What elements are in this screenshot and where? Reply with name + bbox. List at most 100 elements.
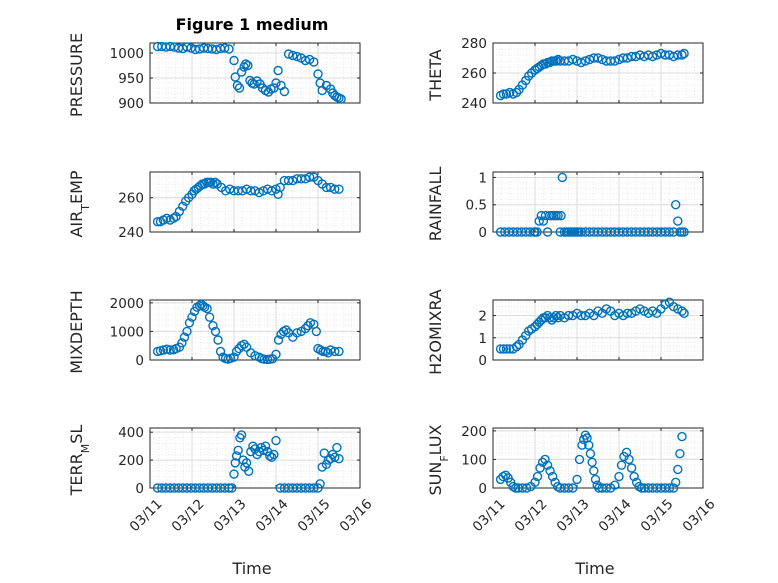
data-point [182, 42, 192, 52]
data-point [300, 174, 311, 184]
data-point [334, 184, 344, 194]
data-point [577, 440, 587, 450]
data-point [574, 454, 585, 465]
data-point [254, 187, 264, 198]
figure-title: Figure 1 medium [176, 15, 329, 34]
data-point [675, 449, 685, 459]
data-point [330, 184, 340, 194]
data-point [152, 217, 163, 227]
data-point [273, 335, 284, 345]
x-axis-label-left: Time [231, 559, 271, 578]
x-axis-label-right: Time [574, 559, 614, 578]
plot-area [150, 172, 360, 232]
data-point [524, 326, 534, 336]
data-point [540, 454, 550, 465]
data-point [553, 313, 563, 323]
y-axis-label: RAINFALL [426, 167, 445, 242]
data-point [288, 175, 298, 186]
y-tick-label: 900 [118, 96, 144, 112]
data-point [589, 466, 599, 476]
data-point [668, 483, 679, 493]
data-point [334, 453, 344, 464]
data-point [622, 308, 633, 319]
data-point [524, 71, 534, 81]
data-point [231, 346, 242, 357]
data-point [243, 466, 254, 476]
data-point [202, 303, 212, 314]
data-point [325, 182, 336, 193]
data-point [182, 326, 192, 337]
data-point [241, 458, 252, 468]
data-point [576, 57, 586, 68]
data-point [601, 483, 612, 493]
subplot-h2omixra: 0 1 2 H2OMIXRA [426, 289, 704, 375]
data-point [309, 57, 319, 67]
data-point [572, 474, 582, 485]
data-point [267, 452, 277, 463]
data-point [234, 83, 245, 93]
y-tick-label: 1000 [110, 46, 144, 62]
data-point [208, 179, 218, 189]
data-point [547, 471, 558, 482]
data-point [534, 216, 544, 226]
y-tick-label: 1 [478, 170, 487, 186]
data-point [271, 184, 281, 194]
data-point [206, 177, 216, 187]
data-point [177, 338, 187, 348]
data-point [210, 177, 220, 187]
data-point [288, 50, 298, 61]
data-point [563, 310, 574, 321]
data-point [511, 341, 522, 352]
data-point [252, 76, 262, 86]
data-point [224, 483, 234, 493]
y-tick-label: 0 [478, 481, 487, 497]
data-point [664, 227, 675, 237]
data-point [328, 449, 338, 460]
data-point [510, 483, 521, 493]
y-tick-label: 1000 [110, 324, 144, 340]
data-point [271, 435, 281, 446]
y-tick-label: 260 [461, 66, 487, 82]
subplot-pressure: 900 950 1000 PRESSURE [67, 33, 361, 117]
data-point [563, 483, 574, 493]
data-point [220, 483, 230, 493]
y-axis-label: THETA [426, 49, 445, 101]
data-point [313, 69, 323, 79]
axes-box [492, 299, 704, 361]
data-point [521, 483, 532, 493]
y-tick-label: 200 [118, 453, 144, 469]
data-point [624, 454, 634, 465]
data-point [537, 457, 548, 467]
data-point [229, 469, 239, 479]
data-point [616, 460, 627, 470]
data-point [215, 346, 226, 357]
data-point [273, 65, 283, 76]
y-tick-label: 0 [478, 225, 487, 241]
data-point [292, 328, 302, 338]
data-point [587, 457, 597, 467]
data-point [332, 442, 342, 453]
data-point [236, 430, 247, 440]
y-tick-label: 400 [118, 425, 144, 441]
plot-area [493, 428, 703, 488]
data-point [330, 346, 340, 357]
data-point [679, 48, 689, 59]
y-tick-label: 1 [478, 331, 487, 347]
data-point [545, 57, 555, 68]
data-point [231, 451, 242, 461]
data-point [165, 345, 175, 355]
data-point [585, 449, 596, 459]
data-point [495, 344, 506, 354]
data-point [568, 483, 578, 493]
data-point [610, 56, 620, 66]
data-point [532, 227, 542, 237]
y-tick-label: 0 [478, 353, 487, 369]
data-point [292, 51, 302, 62]
data-point [336, 94, 346, 104]
data-point [243, 60, 253, 71]
subplot-air-temp: 240 260 AIRTEMP [67, 170, 361, 241]
data-point [538, 216, 549, 226]
data-point [568, 54, 578, 65]
data-point [230, 72, 240, 82]
